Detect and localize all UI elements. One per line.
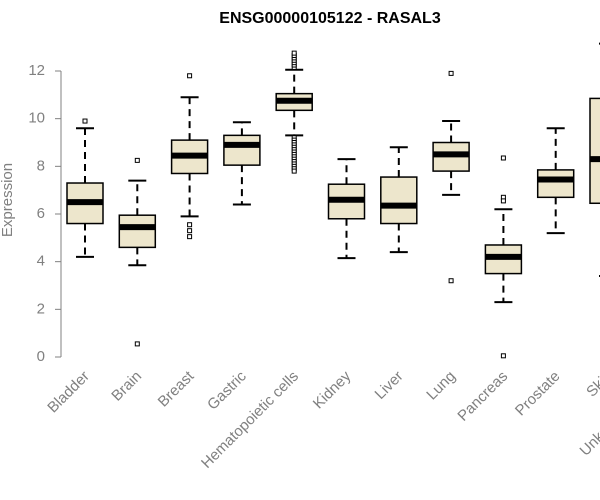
box-iqr xyxy=(223,134,261,166)
box-prostate xyxy=(536,127,575,235)
outlier-point xyxy=(500,155,506,161)
x-tick-label: Bladder xyxy=(44,368,93,417)
box-bladder xyxy=(66,118,104,258)
box-liver xyxy=(380,146,418,254)
y-tick-label: 6 xyxy=(37,205,45,222)
box-iqr xyxy=(118,214,157,249)
outlier-point xyxy=(82,118,88,124)
x-tick-label: Liver xyxy=(372,368,407,403)
y-axis: 0 2 4 6 8 10 12 xyxy=(28,62,62,365)
outlier-point xyxy=(291,168,297,174)
x-tick-label: Lung xyxy=(423,368,459,404)
outlier-point xyxy=(134,157,140,163)
x-tick-label: Brain xyxy=(108,368,145,405)
outlier-point xyxy=(291,50,297,56)
x-tick-label: Breast xyxy=(155,367,198,410)
box-skin xyxy=(589,42,600,277)
outlier-point xyxy=(187,228,193,234)
y-tick-label: 4 xyxy=(37,253,45,270)
y-axis-label: Expression xyxy=(0,163,16,237)
box-lung xyxy=(432,70,470,284)
box-breast xyxy=(170,73,209,240)
y-tick-label: 0 xyxy=(37,348,45,365)
outlier-point xyxy=(500,198,506,204)
chart-title: ENSG00000105122 - RASAL3 xyxy=(219,10,441,27)
outlier-point xyxy=(187,234,193,240)
box-iqr xyxy=(589,97,600,205)
x-tick-label: Kidney xyxy=(310,367,355,412)
box-kidney xyxy=(327,158,366,260)
y-tick-label: 2 xyxy=(37,300,45,317)
y-tick-label: 8 xyxy=(37,157,45,174)
x-tick-label: Hematopoietic cells xyxy=(198,368,302,472)
x-tick-label: Pancreas xyxy=(454,368,511,425)
y-tick-label: 10 xyxy=(28,110,45,127)
boxes xyxy=(66,42,600,359)
box-iqr xyxy=(380,176,418,225)
outlier-point xyxy=(187,222,193,228)
x-tick-label: Gastric xyxy=(204,367,250,413)
x-tick-label: Prostate xyxy=(512,368,564,420)
outlier-point xyxy=(448,278,454,284)
outlier-point xyxy=(448,70,454,76)
outlier-point xyxy=(134,341,140,347)
y-tick-label: 12 xyxy=(28,62,45,79)
box-pancreas xyxy=(484,155,523,359)
outlier-point xyxy=(187,73,193,79)
box-brain xyxy=(118,157,157,347)
outlier-point xyxy=(500,353,506,359)
box-gastric xyxy=(223,121,261,206)
box-hematopoietic-cells xyxy=(275,50,313,174)
x-tick-label: Skin xyxy=(583,368,600,401)
box-iqr xyxy=(536,169,575,199)
